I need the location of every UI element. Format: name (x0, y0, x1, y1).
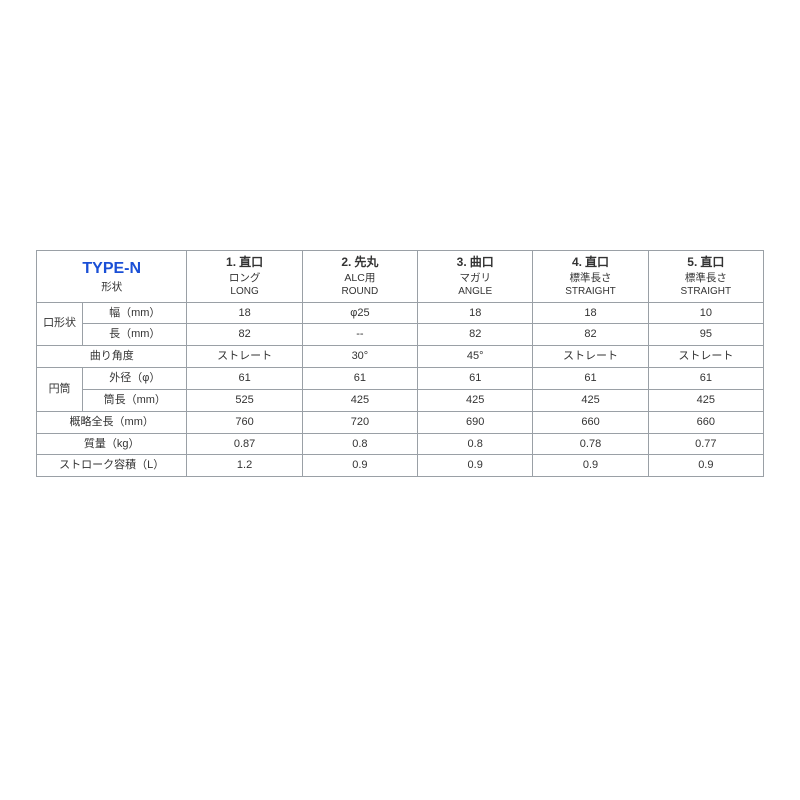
col-sub-jp: マガリ (420, 271, 530, 285)
cell: φ25 (302, 302, 417, 324)
col-name: 直口 (585, 255, 609, 269)
row-label: 曲り角度 (37, 346, 187, 368)
cell: 760 (187, 411, 302, 433)
table-header-row: TYPE-N 形状 1. 直口 ロング LONG 2. 先丸 ALC用 ROUN… (37, 251, 764, 303)
col-header-4: 4. 直口 標準長さ STRAIGHT (533, 251, 648, 303)
col-sub-en: ROUND (305, 285, 415, 299)
col-num: 2. (341, 255, 351, 269)
spec-table: TYPE-N 形状 1. 直口 ロング LONG 2. 先丸 ALC用 ROUN… (36, 250, 764, 477)
col-sub-jp: ロング (189, 271, 299, 285)
cell: 18 (187, 302, 302, 324)
cell: 61 (187, 368, 302, 390)
col-sub-jp: 標準長さ (535, 271, 645, 285)
row-label: 長（mm） (83, 324, 187, 346)
cell: 18 (533, 302, 648, 324)
cell: 720 (302, 411, 417, 433)
col-sub-jp: 標準長さ (651, 271, 761, 285)
cell: 10 (648, 302, 763, 324)
cell: 525 (187, 389, 302, 411)
cell: ストレート (533, 346, 648, 368)
cell: 61 (648, 368, 763, 390)
cell: 18 (418, 302, 533, 324)
cell: 660 (648, 411, 763, 433)
cell: 0.9 (648, 455, 763, 477)
cell: 82 (418, 324, 533, 346)
row-label: 外径（φ） (83, 368, 187, 390)
cell: 61 (533, 368, 648, 390)
col-sub-en: LONG (189, 285, 299, 299)
cell: 0.78 (533, 433, 648, 455)
cell: 61 (418, 368, 533, 390)
cell: 425 (648, 389, 763, 411)
col-num: 5. (687, 255, 697, 269)
col-header-2: 2. 先丸 ALC用 ROUND (302, 251, 417, 303)
group-label-cylinder: 円筒 (37, 368, 83, 412)
table-row: 質量（kg） 0.87 0.8 0.8 0.78 0.77 (37, 433, 764, 455)
row-label: 幅（mm） (83, 302, 187, 324)
col-header-3: 3. 曲口 マガリ ANGLE (418, 251, 533, 303)
cell: 82 (187, 324, 302, 346)
group-label-mouth: 口形状 (37, 302, 83, 346)
table-row: 口形状 幅（mm） 18 φ25 18 18 10 (37, 302, 764, 324)
table-title: TYPE-N (39, 258, 184, 280)
row-label: 筒長（mm） (83, 389, 187, 411)
col-num: 3. (457, 255, 467, 269)
cell: 660 (533, 411, 648, 433)
cell: 0.8 (302, 433, 417, 455)
col-name: 先丸 (354, 255, 378, 269)
table-row: 概略全長（mm） 760 720 690 660 660 (37, 411, 764, 433)
col-num: 1. (226, 255, 236, 269)
cell: 45° (418, 346, 533, 368)
table-title-cell: TYPE-N 形状 (37, 251, 187, 303)
col-name: 直口 (700, 255, 724, 269)
table-row: 円筒 外径（φ） 61 61 61 61 61 (37, 368, 764, 390)
table-row: 筒長（mm） 525 425 425 425 425 (37, 389, 764, 411)
cell: 425 (302, 389, 417, 411)
cell: -- (302, 324, 417, 346)
cell: 425 (533, 389, 648, 411)
table-row: ストローク容積（L） 1.2 0.9 0.9 0.9 0.9 (37, 455, 764, 477)
row-label: ストローク容積（L） (37, 455, 187, 477)
col-sub-en: STRAIGHT (535, 285, 645, 299)
table-row: 長（mm） 82 -- 82 82 95 (37, 324, 764, 346)
col-num: 4. (572, 255, 582, 269)
cell: 0.9 (418, 455, 533, 477)
col-sub-en: STRAIGHT (651, 285, 761, 299)
col-name: 直口 (239, 255, 263, 269)
row-label: 概略全長（mm） (37, 411, 187, 433)
cell: 690 (418, 411, 533, 433)
cell: ストレート (187, 346, 302, 368)
cell: 0.9 (302, 455, 417, 477)
col-sub-jp: ALC用 (305, 271, 415, 285)
cell: 95 (648, 324, 763, 346)
cell: 0.8 (418, 433, 533, 455)
cell: 82 (533, 324, 648, 346)
row-label: 質量（kg） (37, 433, 187, 455)
cell: 30° (302, 346, 417, 368)
cell: 0.77 (648, 433, 763, 455)
cell: 61 (302, 368, 417, 390)
col-header-5: 5. 直口 標準長さ STRAIGHT (648, 251, 763, 303)
table-title-sub: 形状 (39, 280, 184, 294)
cell: 0.9 (533, 455, 648, 477)
col-header-1: 1. 直口 ロング LONG (187, 251, 302, 303)
cell: 425 (418, 389, 533, 411)
table-row: 曲り角度 ストレート 30° 45° ストレート ストレート (37, 346, 764, 368)
cell: ストレート (648, 346, 763, 368)
col-name: 曲口 (470, 255, 494, 269)
col-sub-en: ANGLE (420, 285, 530, 299)
cell: 0.87 (187, 433, 302, 455)
cell: 1.2 (187, 455, 302, 477)
